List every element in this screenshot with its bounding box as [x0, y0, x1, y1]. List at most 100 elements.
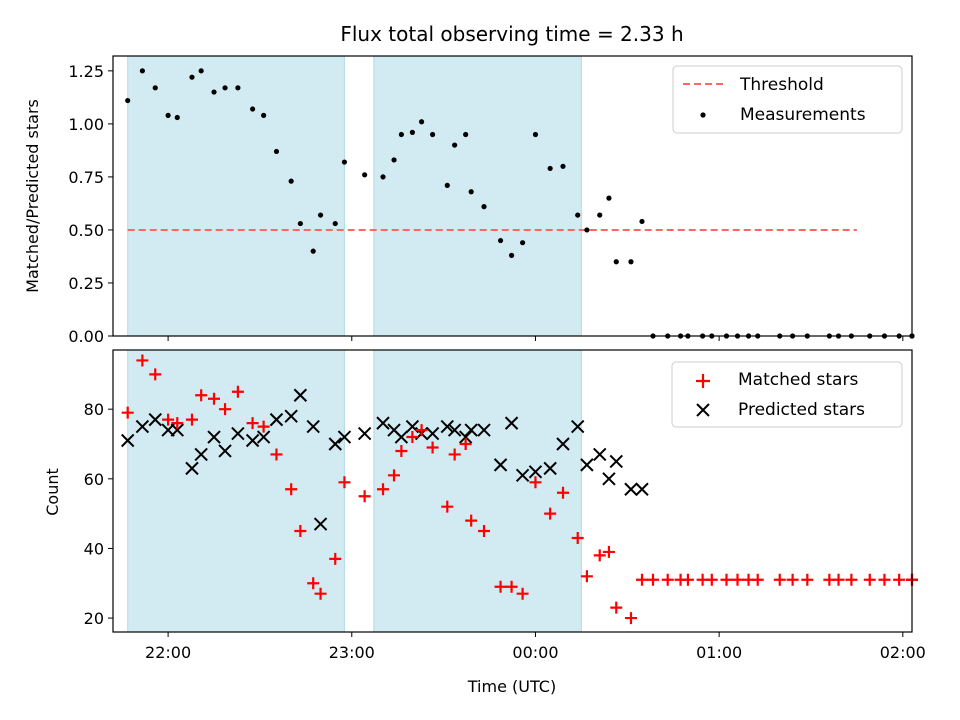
measurement-point — [380, 174, 386, 180]
y-tick-label: 20 — [84, 609, 104, 628]
measurement-point — [463, 131, 469, 138]
matched-point — [661, 573, 674, 586]
y-tick-label: 80 — [84, 400, 104, 419]
matched-point — [121, 406, 134, 419]
count-shaded-bands — [127, 349, 582, 633]
chart-title: Flux total observing time = 2.33 h — [340, 22, 683, 46]
matched-point — [505, 580, 518, 593]
matched-point — [731, 573, 744, 586]
measurement-point — [152, 85, 158, 91]
matched-point — [863, 573, 876, 586]
measurement-point — [430, 131, 436, 138]
x-tick-label: 23:00 — [329, 643, 375, 662]
predicted-point — [515, 468, 530, 483]
measurement-point — [639, 218, 645, 225]
x-tick-label: 02:00 — [880, 643, 926, 662]
matched-point — [529, 476, 542, 489]
matched-point — [294, 525, 307, 538]
matched-point — [329, 552, 342, 565]
matched-point — [208, 392, 221, 405]
y-tick-label: 40 — [84, 539, 104, 558]
ratio-legend-box — [672, 65, 903, 134]
predicted-point — [635, 482, 649, 496]
measurement-point — [317, 212, 324, 218]
predicted-point — [148, 412, 162, 427]
matched-point — [406, 431, 419, 444]
measurement-point — [520, 240, 526, 246]
matched-point — [878, 573, 891, 586]
matched-point — [751, 573, 764, 586]
matched-point — [285, 483, 298, 496]
x-tick-label: 22:00 — [145, 643, 191, 662]
matched-point — [195, 389, 208, 402]
matched-point — [314, 587, 327, 600]
x-axis-label: Time (UTC) — [467, 677, 556, 696]
measurement-point — [547, 165, 553, 172]
matched-point — [610, 601, 623, 614]
predicted-point — [477, 423, 491, 437]
matched-point — [231, 385, 244, 398]
matched-point — [136, 354, 149, 367]
predicted-point — [458, 430, 473, 444]
matched-point — [162, 413, 175, 426]
predicted-point — [337, 430, 352, 444]
matched-point — [478, 525, 491, 538]
measurement-point — [222, 85, 228, 91]
matched-point — [448, 448, 461, 461]
matched-point — [593, 549, 606, 562]
predicted-point — [464, 423, 478, 437]
count-legend-box — [671, 361, 903, 428]
legend-matched-swatch — [696, 374, 710, 388]
predicted-point — [231, 426, 245, 441]
y-tick-label: 60 — [84, 470, 104, 489]
matched-point — [307, 577, 320, 590]
measurement-point — [452, 142, 458, 148]
count-legend: Matched stars Predicted stars — [671, 361, 903, 428]
predicted-point — [306, 419, 320, 434]
predicted-point — [440, 419, 455, 434]
matched-point — [441, 500, 454, 513]
ratio-axes-frame — [112, 55, 913, 337]
matched-point — [705, 573, 718, 586]
y-tick-label: 1.25 — [68, 62, 104, 81]
predicted-point — [218, 444, 232, 458]
predicted-point — [528, 465, 543, 479]
measurement-point — [508, 252, 515, 258]
measurement-point — [261, 112, 267, 118]
x-tick-label: 01:00 — [696, 643, 742, 662]
predicted-point — [245, 433, 260, 448]
measurement-point — [575, 212, 581, 218]
measurement-point — [189, 74, 195, 80]
y-tick-label: 0.75 — [68, 168, 104, 187]
matched-point — [786, 573, 799, 586]
matched-point — [845, 573, 858, 586]
measurement-point — [606, 195, 612, 201]
predicted-point — [543, 461, 557, 476]
matched-point — [415, 424, 428, 437]
matched-point — [377, 483, 390, 496]
y-tick-label: 0.25 — [68, 274, 104, 293]
matched-stars-series — [121, 354, 918, 625]
measurement-point — [584, 227, 590, 233]
x-tick-label: 00:00 — [512, 643, 558, 662]
y-tick-label: 0.00 — [68, 327, 104, 346]
ratio-panel: 0.00 0.25 0.50 0.75 1.00 1.25 Matched/Predict… — [23, 55, 915, 346]
predicted-point — [284, 409, 298, 423]
ratio-y-axis-label: Matched/Predicted stars — [23, 99, 42, 293]
matched-point — [246, 417, 259, 430]
count-y-ticks: 20 40 60 80 — [84, 400, 113, 628]
matched-point — [426, 441, 439, 454]
matched-point — [602, 545, 615, 558]
y-tick-label: 1.00 — [68, 115, 104, 134]
predicted-point — [447, 423, 462, 437]
predicted-point — [256, 430, 271, 444]
predicted-point — [185, 461, 199, 476]
measurement-point — [139, 68, 145, 74]
measurement-point — [235, 85, 241, 91]
legend-measurements-swatch — [700, 112, 706, 118]
predicted-point — [580, 458, 594, 472]
matched-point — [571, 532, 584, 544]
measurement-point — [398, 131, 404, 138]
y-tick-label: 0.50 — [68, 221, 104, 240]
